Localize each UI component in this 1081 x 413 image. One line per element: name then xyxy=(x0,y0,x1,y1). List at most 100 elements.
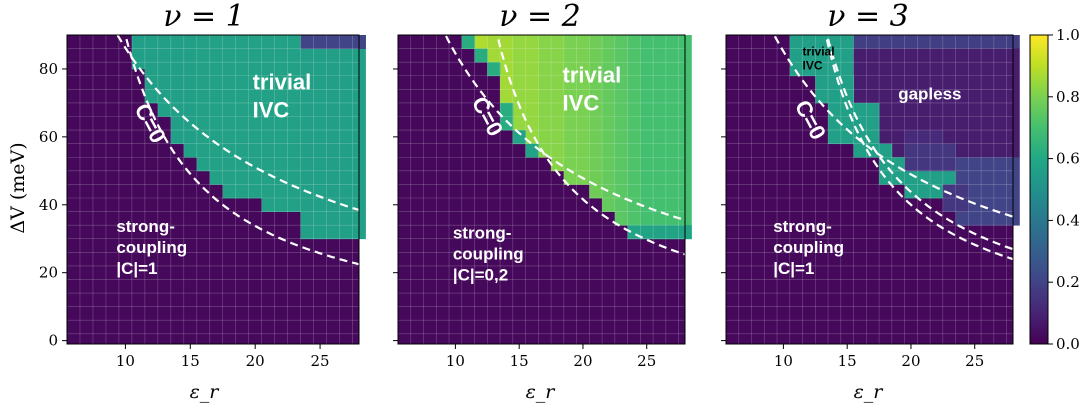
heatmap-cell xyxy=(627,35,641,240)
heatmap-cell xyxy=(209,35,224,185)
heatmap-cell xyxy=(789,35,854,77)
heatmap-cell xyxy=(300,35,366,49)
x-tick-label: 20 xyxy=(246,352,265,370)
heatmap-cells xyxy=(67,35,366,345)
colorbar-tick-label: 0.8 xyxy=(1056,88,1080,106)
panel-nu-2: ν = 2 trivialIVCC=0strong-coupling|C|=0,… xyxy=(393,0,692,403)
annotation-text: IVC xyxy=(803,58,823,72)
heatmap-cell xyxy=(602,35,616,212)
colorbar-tick-label: 1.0 xyxy=(1056,26,1080,44)
x-axis-label: ε_r xyxy=(526,381,557,403)
panel-title: ν = 1 xyxy=(163,0,245,34)
heatmap-cell xyxy=(828,102,880,145)
heatmap-cell xyxy=(474,35,488,49)
phase-boundaries xyxy=(766,27,1014,261)
heatmap-cell xyxy=(512,130,526,145)
heatmap-cell xyxy=(853,35,1020,49)
annotation-text: coupling xyxy=(773,238,844,257)
annotation-text: |C|=0,2 xyxy=(453,266,508,285)
phase-boundaries xyxy=(437,27,686,256)
panel-title: ν = 3 xyxy=(827,0,909,34)
heatmap-cell xyxy=(815,75,854,104)
x-tick-label: 20 xyxy=(573,352,592,370)
x-tick-label: 20 xyxy=(901,352,920,370)
colorbar-tick-label: 0.4 xyxy=(1056,211,1080,229)
x-ticks: 10 15 20 25 xyxy=(446,344,656,370)
x-tick-label: 10 xyxy=(116,352,135,370)
heatmap-cell xyxy=(576,35,590,185)
colorbar: 0.0 0.2 0.4 0.6 0.8 1.0 xyxy=(1029,26,1080,353)
heatmap-cell xyxy=(904,143,956,172)
y-tick-label: 80 xyxy=(39,60,58,78)
x-ticks: 10 15 20 25 xyxy=(116,344,330,370)
heatmap-cell xyxy=(144,35,159,104)
heatmap-cell xyxy=(248,35,263,199)
heatmap-cell xyxy=(640,35,654,240)
y-ticks: 0 20 40 60 80 xyxy=(39,60,67,350)
x-axis-label: ε_r xyxy=(190,381,221,403)
colorbar-ticks: 0.0 0.2 0.4 0.6 0.8 1.0 xyxy=(1048,26,1080,353)
heatmap-cell xyxy=(461,35,475,49)
heatmap-cell xyxy=(525,143,539,158)
y-tick-label: 40 xyxy=(39,196,58,214)
phase-boundary-curve xyxy=(822,27,1014,261)
x-tick-label: 25 xyxy=(965,352,984,370)
heatmap-cell xyxy=(551,35,565,172)
annotation-text: gapless xyxy=(898,85,961,104)
plot-frame xyxy=(66,34,360,345)
annotation-text: |C|=1 xyxy=(773,259,814,278)
y-axis-label: ΔV (meV) xyxy=(7,142,29,233)
y-tick-label: 0 xyxy=(48,332,58,350)
heatmap-cells xyxy=(726,35,1020,345)
heatmap-cell xyxy=(942,184,969,212)
annotation-text: trivial xyxy=(253,69,312,94)
x-tick-label: 25 xyxy=(637,352,656,370)
grid-lines xyxy=(398,35,685,344)
heatmap-cell xyxy=(339,35,353,240)
heatmap-cell xyxy=(525,35,539,145)
annotation-text: trivial xyxy=(563,63,622,88)
heatmap-cell xyxy=(853,143,893,158)
x-tick-label: 15 xyxy=(838,352,857,370)
colorbar-tick-label: 0.2 xyxy=(1056,273,1080,291)
annotation-text: strong- xyxy=(773,217,832,236)
phase-boundary-curve xyxy=(437,27,686,222)
y-tick-label: 60 xyxy=(39,128,58,146)
heatmap-cell xyxy=(487,35,501,63)
heatmap-cell xyxy=(157,35,172,117)
heatmap-cell xyxy=(474,48,488,63)
y-ticks xyxy=(393,68,398,342)
phase-boundary-curve xyxy=(826,38,1014,251)
annotation-text: strong- xyxy=(116,217,175,236)
heatmap-cell xyxy=(563,35,577,185)
annotation-text: strong- xyxy=(453,224,512,243)
grid-lines xyxy=(726,35,1013,344)
heatmap-cell xyxy=(627,225,692,240)
colorbar-tick-label: 0.0 xyxy=(1056,335,1080,353)
phase-boundary-curve xyxy=(493,27,686,256)
phase-boundary-curve xyxy=(766,27,1014,218)
heatmap-cell xyxy=(653,35,667,240)
annotation-text: IVC xyxy=(253,97,290,122)
x-ticks: 10 15 20 25 xyxy=(774,344,984,370)
annotation-text: |C|=1 xyxy=(116,259,157,278)
annotation-text: coupling xyxy=(116,238,187,257)
heatmap-cell xyxy=(589,35,603,199)
x-tick-label: 15 xyxy=(510,352,529,370)
phase-boundaries xyxy=(108,27,360,266)
panel-title: ν = 2 xyxy=(499,0,581,34)
annotation-text: coupling xyxy=(453,245,524,264)
heatmap-cells xyxy=(398,35,692,345)
heatmap-cell xyxy=(300,35,314,240)
heatmap-cell xyxy=(274,35,289,212)
heatmap-cell xyxy=(538,35,552,158)
panel-nu-1: ν = 1 trivialIVCC=0strong-coupling|C|=1 … xyxy=(7,0,366,403)
y-tick-label: 20 xyxy=(39,264,58,282)
x-tick-label: 10 xyxy=(446,352,465,370)
y-ticks xyxy=(721,68,726,342)
plot-frame xyxy=(725,34,1014,345)
x-tick-label: 25 xyxy=(311,352,330,370)
phase-boundary-curve xyxy=(108,27,360,212)
phase-boundary-curve xyxy=(121,27,360,266)
